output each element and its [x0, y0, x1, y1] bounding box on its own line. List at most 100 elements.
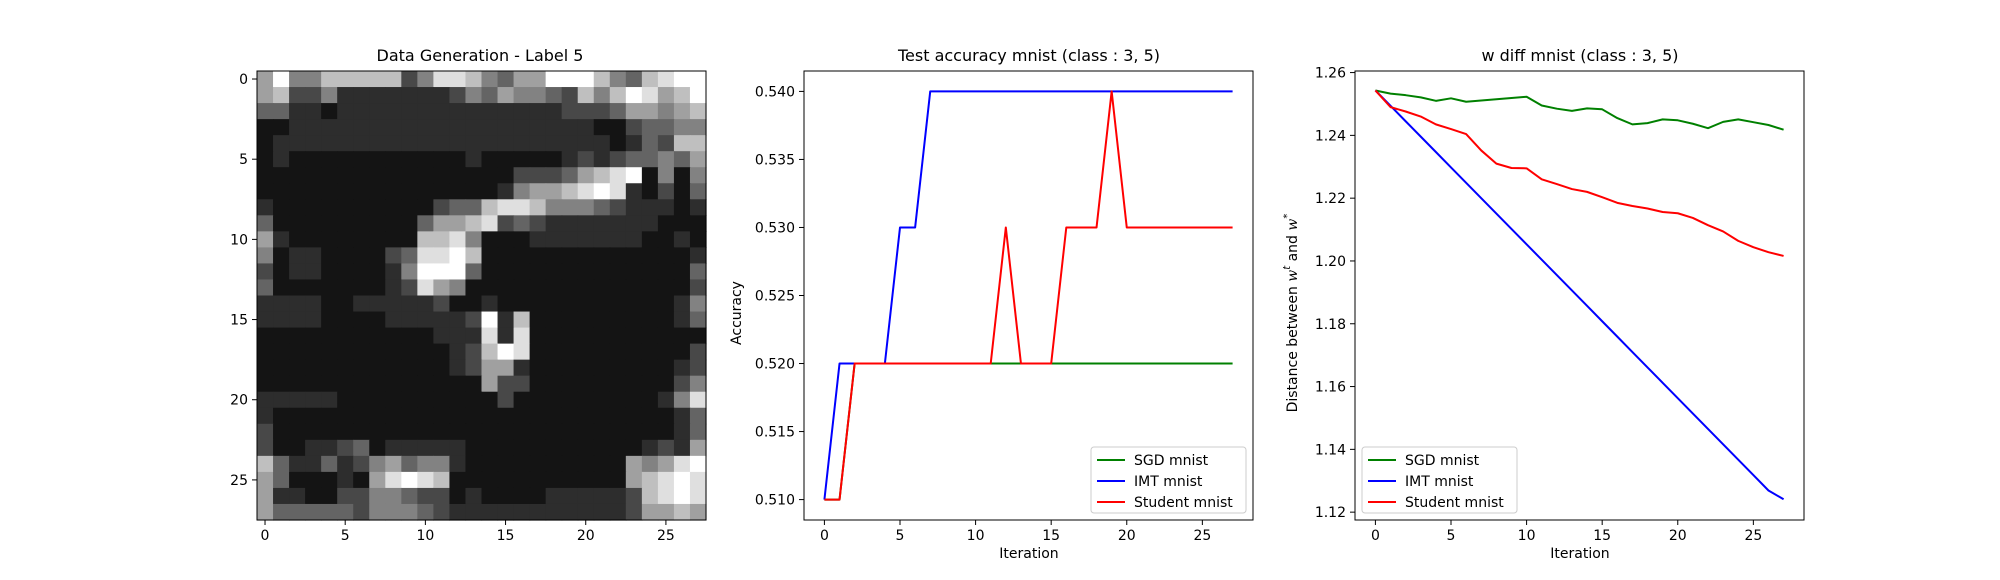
heatmap-cell [433, 183, 451, 200]
wdiff-y-axis-label: Distance between wt and w* [1282, 214, 1301, 413]
heatmap-cell [321, 407, 338, 425]
heatmap-cell [321, 103, 338, 120]
heatmap-cell [337, 487, 354, 505]
heatmap-cell [273, 71, 290, 88]
heatmap-cell [257, 295, 274, 313]
heatmap-cell [321, 391, 338, 409]
wdiff-y-tick-label: 1.22 [1315, 191, 1346, 207]
heatmap-cell [689, 215, 707, 232]
heatmap-cell [625, 311, 643, 329]
heatmap-cell [401, 295, 418, 313]
heatmap-cell [401, 151, 418, 168]
heatmap-cell [545, 215, 563, 232]
heatmap-cell [289, 471, 306, 489]
heatmap-cell [289, 263, 306, 281]
heatmap-cell [689, 471, 707, 489]
heatmap-cell [385, 471, 402, 489]
heatmap-cell [401, 215, 418, 232]
heatmap-cell [609, 183, 627, 200]
heatmap-cell [337, 455, 354, 473]
heatmap-cell [657, 375, 675, 393]
heatmap-cell [337, 151, 354, 168]
heatmap-cell [641, 135, 659, 152]
heatmap-cell [321, 199, 338, 216]
heatmap-cell [593, 375, 611, 393]
heatmap-cell [433, 135, 451, 152]
heatmap-cell [417, 199, 434, 216]
heatmap-cell [401, 327, 418, 345]
heatmap-cell [337, 135, 354, 152]
heatmap-cell [513, 231, 531, 248]
heatmap-cell [529, 183, 547, 200]
heatmap-cell [689, 263, 707, 281]
heatmap-cell [593, 407, 611, 425]
heatmap-cell [449, 375, 467, 393]
heatmap-cell [369, 439, 386, 457]
heatmap-cell [273, 391, 290, 409]
heatmap-cell [497, 87, 515, 104]
heatmap-cell [289, 391, 306, 409]
heatmap-cell [625, 503, 643, 521]
heatmap-cell [257, 215, 274, 232]
heatmap-cell [433, 87, 451, 104]
heatmap-cell [625, 407, 643, 425]
heatmap-cell [577, 167, 595, 184]
heatmap-cell [657, 343, 675, 361]
heatmap-cell [481, 183, 499, 200]
heatmap-cell [369, 199, 386, 216]
heatmap-cell [641, 359, 659, 377]
heatmap-cell [673, 151, 691, 168]
heatmap-cell [337, 215, 354, 232]
heatmap-cell [417, 295, 434, 313]
heatmap-cell [689, 455, 707, 473]
heatmap-cell [385, 359, 402, 377]
heatmap-cell [625, 199, 643, 216]
heatmap-cell [433, 199, 451, 216]
heatmap-cell [641, 471, 659, 489]
heatmap-cell [465, 327, 483, 345]
heatmap-axes: 0 5 10 15 20 25 0 5 10 15 20 25 [230, 70, 707, 544]
heatmap-cell [497, 423, 515, 441]
heatmap-cell [369, 263, 386, 281]
heatmap-cell [481, 487, 499, 505]
heatmap-cell [465, 343, 483, 361]
heatmap-cell [625, 215, 643, 232]
heatmap-cell [529, 391, 547, 409]
heatmap-cell [497, 263, 515, 281]
heatmap-cell [417, 247, 434, 265]
heatmap-cell [305, 231, 322, 248]
heatmap-cell [561, 439, 579, 457]
heatmap-cell [513, 359, 531, 377]
heatmap-cell [257, 391, 274, 409]
heatmap-cell [433, 359, 451, 377]
heatmap-cell [625, 391, 643, 409]
heatmap-cell [641, 215, 659, 232]
heatmap-cell [369, 455, 386, 473]
heatmap-cell [609, 311, 627, 329]
heatmap-cell [481, 231, 499, 248]
wdiff-y-label-sup-star: * [1282, 214, 1293, 219]
heatmap-cell [609, 439, 627, 457]
heatmap-cell [641, 311, 659, 329]
heatmap-cell [417, 391, 434, 409]
heatmap-cell [609, 279, 627, 297]
heatmap-cell [353, 455, 370, 473]
heatmap-cell [561, 311, 579, 329]
heatmap-y-tick-label: 20 [230, 393, 248, 409]
heatmap-cell [337, 167, 354, 184]
heatmap-cell [353, 327, 370, 345]
heatmap-cell [289, 183, 306, 200]
heatmap-cell [337, 103, 354, 120]
heatmap-cell [385, 199, 402, 216]
heatmap-cell [513, 263, 531, 281]
heatmap-cell [481, 263, 499, 281]
heatmap-cell [305, 487, 322, 505]
heatmap-cell [513, 311, 531, 329]
heatmap-cell [321, 423, 338, 441]
heatmap-cell [625, 295, 643, 313]
heatmap-cell [385, 455, 402, 473]
heatmap-cell [641, 423, 659, 441]
heatmap-cell [257, 359, 274, 377]
heatmap-cell [433, 71, 451, 88]
heatmap-cell [577, 119, 595, 136]
